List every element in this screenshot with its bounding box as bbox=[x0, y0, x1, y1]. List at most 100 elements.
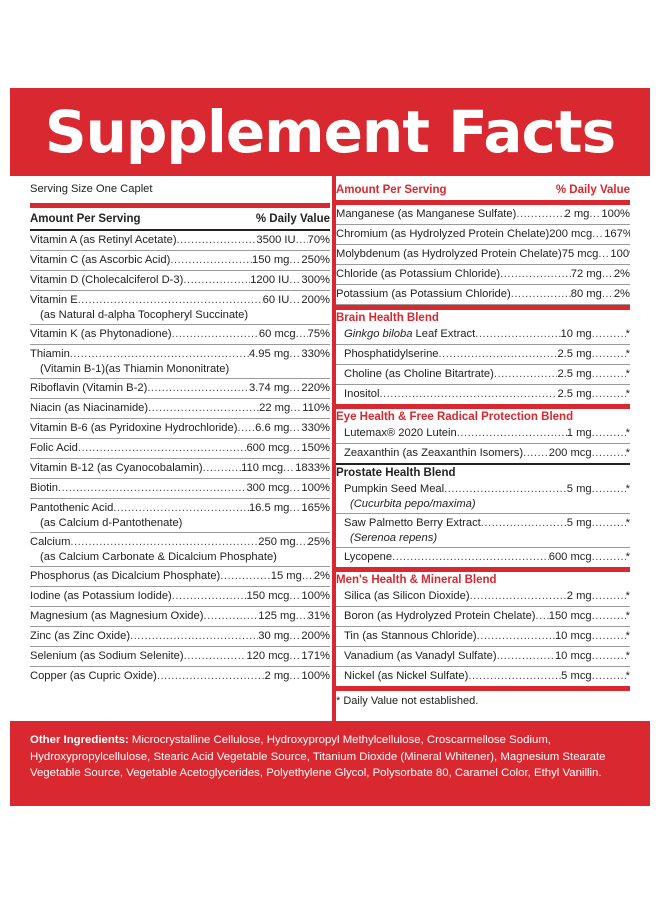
nutrient-amount: 150 mcg bbox=[246, 590, 290, 602]
daily-value: 100% bbox=[601, 208, 630, 220]
dot-leader bbox=[536, 609, 549, 624]
daily-value: 100% bbox=[301, 482, 330, 494]
dot-leader bbox=[147, 381, 249, 396]
nutrient-row: Riboflavin (Vitamin B-2) 3.74 mg 220% bbox=[30, 379, 330, 399]
nutrient-name: Vitamin B-12 (as Cyanocobalamin) bbox=[30, 462, 203, 474]
dot-leader bbox=[592, 426, 626, 441]
dot-leader bbox=[289, 649, 301, 664]
blend-items: Lutemax® 2020 Lutein1 mg*Zeaxanthin (as … bbox=[336, 424, 630, 463]
dot-leader bbox=[598, 247, 610, 262]
nutrient-name: Ginkgo biloba Leaf Extract bbox=[344, 327, 475, 342]
nutrient-row: Iodine (as Potassium Iodide) 150 mcg 100% bbox=[30, 587, 330, 607]
daily-value: * bbox=[625, 427, 630, 439]
nutrient-name: Zinc (as Zinc Oxide) bbox=[30, 630, 131, 642]
daily-value: * bbox=[625, 483, 630, 495]
right-panel: Amount Per Serving % Daily Value Mangane… bbox=[336, 176, 630, 721]
dot-leader bbox=[481, 516, 567, 531]
nutrient-row: Potassium (as Potassium Chloride) 80 mg 2% bbox=[336, 285, 630, 305]
dot-leader bbox=[592, 649, 626, 664]
daily-value: * bbox=[625, 590, 630, 602]
dot-leader bbox=[283, 461, 295, 476]
other-ingredients-banner bbox=[10, 721, 650, 806]
right-column-header: Amount Per Serving % Daily Value bbox=[336, 184, 630, 200]
nutrient-row: Biotin 300 mcg 100% bbox=[30, 479, 330, 499]
dot-leader bbox=[497, 649, 555, 664]
nutrient-amount: 200 mcg bbox=[548, 447, 592, 459]
amount-per-serving-heading: Amount Per Serving bbox=[336, 184, 447, 196]
left-nutrient-list: Vitamin A (as Retinyl Acetate) 3500 IU 70%… bbox=[30, 231, 330, 686]
serving-size: Serving Size One Caplet bbox=[30, 183, 153, 195]
dot-leader bbox=[289, 669, 301, 684]
dot-leader bbox=[183, 273, 250, 288]
dot-leader bbox=[592, 629, 626, 644]
daily-value: * bbox=[625, 368, 630, 380]
divider-thick bbox=[336, 686, 630, 691]
nutrient-row: Vitamin K (as Phytonadione) 60 mcg 75% bbox=[30, 325, 330, 345]
nutrient-amount: 2.5 mg bbox=[557, 388, 592, 400]
nutrient-name: Choline (as Choline Bitartrate) bbox=[344, 368, 494, 380]
dot-leader bbox=[289, 293, 301, 308]
nutrient-name: Thiamin bbox=[30, 348, 70, 360]
nutrient-name: Biotin bbox=[30, 482, 58, 494]
nutrient-name: Vitamin B-6 (as Pyridoxine Hydrochloride… bbox=[30, 422, 238, 434]
nutrient-source: (as Calcium Carbonate & Dicalcium Phosph… bbox=[40, 551, 277, 563]
dot-leader bbox=[290, 401, 302, 416]
nutrient-row: Calcium 250 mg 25% (as Calcium Carbonate & … bbox=[30, 533, 330, 567]
daily-value: 220% bbox=[301, 382, 330, 394]
dot-leader bbox=[170, 253, 252, 268]
daily-value: * bbox=[625, 447, 630, 459]
nutrient-amount: 72 mg bbox=[570, 268, 602, 280]
dot-leader bbox=[70, 535, 258, 550]
blend-items: Ginkgo biloba Leaf Extract10 mg*Phosphat… bbox=[336, 325, 630, 404]
nutrient-name: Manganese (as Manganese Sulfate) bbox=[336, 208, 517, 220]
dot-leader bbox=[289, 381, 301, 396]
dot-leader bbox=[157, 669, 265, 684]
daily-value: 70% bbox=[307, 234, 330, 246]
nutrient-name: Potassium (as Potassium Chloride) bbox=[336, 288, 511, 300]
dot-leader bbox=[379, 387, 557, 402]
nutrient-amount: 600 mcg bbox=[548, 551, 592, 563]
amount-per-serving-heading: Amount Per Serving bbox=[30, 213, 141, 225]
dot-leader bbox=[592, 227, 604, 242]
blend-items: Pumpkin Seed Meal 5 mg * (Cucurbita pepo/ma… bbox=[336, 480, 630, 567]
divider-thick bbox=[336, 567, 630, 572]
dot-leader bbox=[220, 569, 270, 584]
nutrient-amount: 5 mcg bbox=[561, 670, 592, 682]
nutrient-name: Magnesium (as Magnesium Oxide) bbox=[30, 610, 204, 622]
nutrient-amount: 300 mcg bbox=[246, 482, 290, 494]
daily-value: * bbox=[625, 650, 630, 662]
dot-leader bbox=[592, 482, 626, 497]
nutrient-row: Vitamin D (Cholecalciferol D-3) 1200 IU 30… bbox=[30, 271, 330, 291]
nutrient-amount: 3.74 mg bbox=[248, 382, 290, 394]
dot-leader bbox=[184, 649, 247, 664]
dot-leader bbox=[203, 609, 258, 624]
column-divider bbox=[332, 176, 336, 721]
dot-leader bbox=[289, 273, 301, 288]
nutrient-row: Vitamin E 60 IU 200% (as Natural d-alpha To… bbox=[30, 291, 330, 325]
nutrient-name: Vitamin E bbox=[30, 294, 78, 306]
other-ingredients: Other Ingredients: Microcrystalline Cell… bbox=[30, 732, 630, 782]
nutrient-row: Magnesium (as Magnesium Oxide) 125 mg 31% bbox=[30, 607, 330, 627]
nutrient-amount: 6.6 mg bbox=[255, 422, 290, 434]
nutrient-amount: 60 mcg bbox=[258, 328, 296, 340]
dot-leader bbox=[78, 293, 263, 308]
daily-value: 2% bbox=[613, 288, 630, 300]
dot-leader bbox=[289, 501, 301, 516]
divider-thick bbox=[336, 305, 630, 310]
daily-value-heading: % Daily Value bbox=[555, 184, 630, 196]
divider-black bbox=[30, 229, 330, 231]
dot-leader bbox=[289, 481, 301, 496]
nutrient-row: Boron (as Hydrolyzed Protein Chelate) 150… bbox=[336, 607, 630, 627]
dot-leader bbox=[592, 387, 626, 402]
dot-leader bbox=[172, 589, 247, 604]
nutrient-name: Saw Palmetto Berry Extract bbox=[344, 517, 481, 529]
nutrient-row: Choline (as Choline Bitartrate) 2.5 mg * bbox=[336, 365, 630, 385]
divider-thick bbox=[30, 203, 330, 208]
nutrient-name: Vitamin K (as Phytonadione) bbox=[30, 328, 172, 340]
divider-thick bbox=[336, 404, 630, 409]
nutrient-row: Zeaxanthin (as Zeaxanthin Isomers) 200 mc… bbox=[336, 444, 630, 463]
nutrient-amount: 4.95 mg bbox=[248, 348, 290, 360]
page-title: Supplement Facts bbox=[44, 98, 616, 166]
nutrient-amount: 200 mcg bbox=[549, 228, 593, 240]
nutrient-name: Vitamin A (as Retinyl Acetate) bbox=[30, 234, 177, 246]
